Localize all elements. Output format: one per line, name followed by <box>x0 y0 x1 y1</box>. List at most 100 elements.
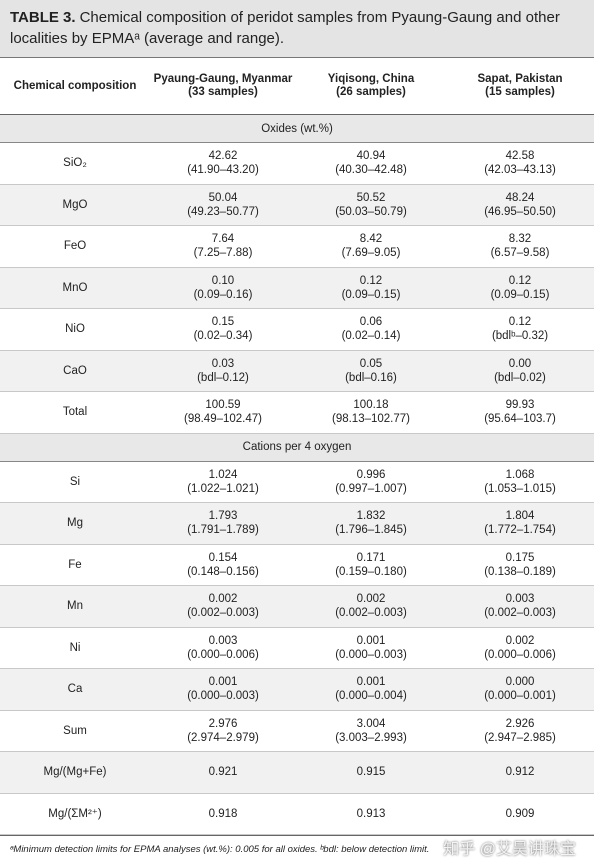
cell-value: 0.154 <box>208 551 238 564</box>
cell-value: 3.004 <box>356 717 386 730</box>
cell-range: (0.002–0.003) <box>335 607 407 620</box>
data-cell: 1.832 (1.796–1.845) <box>296 502 446 545</box>
row-label: Si <box>0 461 150 503</box>
data-row: Mg/(Mg+Fe) 0.921 0.915 0.912 <box>0 751 594 794</box>
cell-range: (95.64–103.7) <box>484 413 556 426</box>
cell-value: 8.32 <box>508 233 532 246</box>
data-cell: 0.003 (0.000–0.006) <box>150 627 296 669</box>
cell-value: 0.12 <box>359 274 383 287</box>
cell-value: 0.996 <box>356 468 386 481</box>
column-name: Pyaung-Gaung, Myanmar <box>153 73 293 85</box>
cell-range: (1.791–1.789) <box>187 524 259 537</box>
row-label: Total <box>0 391 150 434</box>
data-cell: 8.42 (7.69–9.05) <box>296 225 446 268</box>
cell-value: 0.10 <box>211 274 235 287</box>
cell-range: (0.02–0.34) <box>193 330 253 343</box>
cell-range: (0.000–0.004) <box>335 690 407 703</box>
row-label: Mg/(Mg+Fe) <box>0 751 150 794</box>
data-cell: 2.926 (2.947–2.985) <box>446 710 594 752</box>
data-cell: 0.003 (0.002–0.003) <box>446 585 594 628</box>
row-label: Sum <box>0 710 150 752</box>
data-cell: 1.793 (1.791–1.789) <box>150 502 296 545</box>
data-cell: 0.154 (0.148–0.156) <box>150 544 296 586</box>
row-label: Ni <box>0 627 150 669</box>
footnote: ᵃMinimum detection limits for EPMA analy… <box>0 835 594 864</box>
cell-value: 0.15 <box>211 316 235 329</box>
cell-value: 0.03 <box>211 357 235 370</box>
cell-value: 7.64 <box>211 233 235 246</box>
data-row: SiO₂ 42.62 (41.90–43.20) 40.94 (40.30–42.48)… <box>0 142 594 185</box>
cell-value: 0.915 <box>356 766 386 779</box>
column-samples: (15 samples) <box>485 86 555 98</box>
cell-value: 0.000 <box>505 676 535 689</box>
cell-range: (0.997–1.007) <box>335 482 407 495</box>
header-cell: Pyaung-Gaung, Myanmar (33 samples) <box>150 58 296 115</box>
data-cell: 0.002 (0.002–0.003) <box>150 585 296 628</box>
data-cell: 0.002 (0.002–0.003) <box>296 585 446 628</box>
cell-value: 99.93 <box>505 399 535 412</box>
cell-range: (2.947–2.985) <box>484 731 556 744</box>
cell-range: (42.03–43.13) <box>484 164 556 177</box>
data-cell: 42.62 (41.90–43.20) <box>150 142 296 185</box>
row-label: SiO₂ <box>0 142 150 185</box>
data-cell: 8.32 (6.57–9.58) <box>446 225 594 268</box>
data-cell: 1.804 (1.772–1.754) <box>446 502 594 545</box>
cell-range: (0.09–0.15) <box>341 288 401 301</box>
cell-value: 0.918 <box>208 807 238 820</box>
data-cell: 0.15 (0.02–0.34) <box>150 308 296 351</box>
cell-range: (0.000–0.006) <box>187 648 259 661</box>
cell-range: (7.25–7.88) <box>193 247 253 260</box>
data-row: NiO 0.15 (0.02–0.34) 0.06 (0.02–0.14) 0.12 (bd… <box>0 308 594 351</box>
row-label: Fe <box>0 544 150 586</box>
cell-range: (50.03–50.79) <box>335 205 407 218</box>
title-number: TABLE 3. <box>10 9 76 26</box>
column-samples: (26 samples) <box>336 86 406 98</box>
cell-range: (0.000–0.003) <box>335 648 407 661</box>
cell-value: 100.59 <box>205 399 241 412</box>
row-label: Ca <box>0 668 150 711</box>
cell-value: 0.921 <box>208 766 238 779</box>
column-samples: (33 samples) <box>188 86 258 98</box>
cell-value: 0.00 <box>508 357 532 370</box>
data-row: CaO 0.03 (bdl–0.12) 0.05 (bdl–0.16) 0.00 (bdl–… <box>0 350 594 392</box>
data-cell: 0.171 (0.159–0.180) <box>296 544 446 586</box>
row-label: Mg/(ΣM²⁺) <box>0 793 150 835</box>
cell-value: 0.003 <box>505 593 535 606</box>
cell-range: (46.95–50.50) <box>484 205 556 218</box>
cell-range: (bdl–0.02) <box>494 371 546 384</box>
data-cell: 0.06 (0.02–0.14) <box>296 308 446 351</box>
cell-range: (0.000–0.006) <box>484 648 556 661</box>
cell-range: (6.57–9.58) <box>490 247 550 260</box>
watermark: 知乎 @艾昊讲珠宝 <box>443 841 576 858</box>
data-cell: 0.996 (0.997–1.007) <box>296 461 446 503</box>
cell-value: 0.912 <box>505 766 535 779</box>
cell-value: 0.05 <box>359 357 383 370</box>
cell-value: 0.001 <box>208 676 238 689</box>
data-cell: 100.18 (98.13–102.77) <box>296 391 446 434</box>
cell-range: (98.49–102.47) <box>183 413 262 426</box>
cell-value: 2.976 <box>208 717 238 730</box>
data-cell: 0.001 (0.000–0.003) <box>150 668 296 711</box>
cell-range: (98.13–102.77) <box>331 413 410 426</box>
data-row: MgO 50.04 (49.23–50.77) 50.52 (50.03–50.79) 4… <box>0 184 594 226</box>
data-cell: 0.12 (0.09–0.15) <box>446 267 594 309</box>
header-label: Chemical composition <box>0 58 150 115</box>
row-label: CaO <box>0 350 150 392</box>
data-row: Mg/(ΣM²⁺) 0.918 0.913 0.909 <box>0 793 594 835</box>
data-cell: 0.000 (0.000–0.001) <box>446 668 594 711</box>
cell-range: (1.022–1.021) <box>187 482 259 495</box>
data-row: Mn 0.002 (0.002–0.003) 0.002 (0.002–0.003) 0.… <box>0 585 594 628</box>
cell-value: 1.793 <box>208 510 238 523</box>
cell-range: (0.09–0.15) <box>490 288 550 301</box>
data-cell: 50.04 (49.23–50.77) <box>150 184 296 226</box>
cell-value: 0.909 <box>505 807 535 820</box>
cell-range: (bdl–0.12) <box>197 371 249 384</box>
header-cell: Sapat, Pakistan (15 samples) <box>446 58 594 115</box>
cell-value: 0.002 <box>505 634 535 647</box>
cell-range: (0.002–0.003) <box>187 607 259 620</box>
data-row: FeO 7.64 (7.25–7.88) 8.42 (7.69–9.05) 8.32 (6.… <box>0 225 594 268</box>
cell-range: (0.159–0.180) <box>335 565 407 578</box>
cell-range: (0.02–0.14) <box>341 330 401 343</box>
cell-value: 50.52 <box>356 191 386 204</box>
